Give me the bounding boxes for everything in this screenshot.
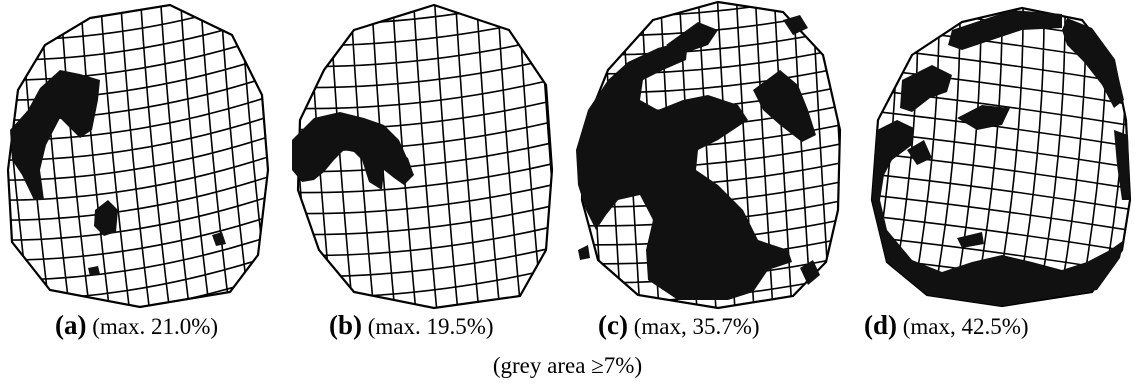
- mesh-outline-b: [296, 3, 554, 310]
- caption-a: (a) (max. 21.0%): [55, 310, 218, 341]
- panel-label-d: (d): [864, 310, 897, 340]
- mesh-panel-b: (b) (max. 19.5%): [284, 0, 568, 340]
- dark-regions-a: [10, 70, 226, 276]
- dark-regions-d: [872, 10, 1130, 306]
- mesh-outline-d: [870, 6, 1132, 308]
- caption-b: (b) (max. 19.5%): [329, 310, 494, 341]
- mesh-figure-b: [292, 3, 554, 310]
- panel-max-a: (max. 21.0%): [92, 314, 219, 339]
- mesh-figure-a: [6, 3, 270, 309]
- mesh-panel-d: (d) (max, 42.5%): [852, 0, 1135, 340]
- panel-max-b: (max. 19.5%): [367, 314, 494, 339]
- mesh-outline-a: [6, 3, 270, 309]
- caption-c: (c) (max, 35.7%): [598, 310, 760, 341]
- mesh-panel-c: (c) (max, 35.7%): [568, 0, 852, 340]
- figure-footnote: (grey area ≥7%): [492, 353, 643, 378]
- mesh-panel-a: (a) (max. 21.0%): [0, 0, 284, 340]
- panel-label-c: (c): [598, 310, 628, 340]
- mesh-figure-d: [870, 6, 1132, 308]
- panel-label-a: (a): [55, 310, 87, 340]
- caption-d: (d) (max, 42.5%): [864, 310, 1029, 341]
- dark-regions-b: [292, 112, 414, 190]
- mesh-figure-c: [576, 0, 842, 310]
- panel-max-d: (max, 42.5%): [902, 314, 1029, 339]
- panel-label-b: (b): [329, 310, 362, 340]
- panel-max-c: (max, 35.7%): [633, 314, 760, 339]
- dark-regions-c: [576, 15, 820, 300]
